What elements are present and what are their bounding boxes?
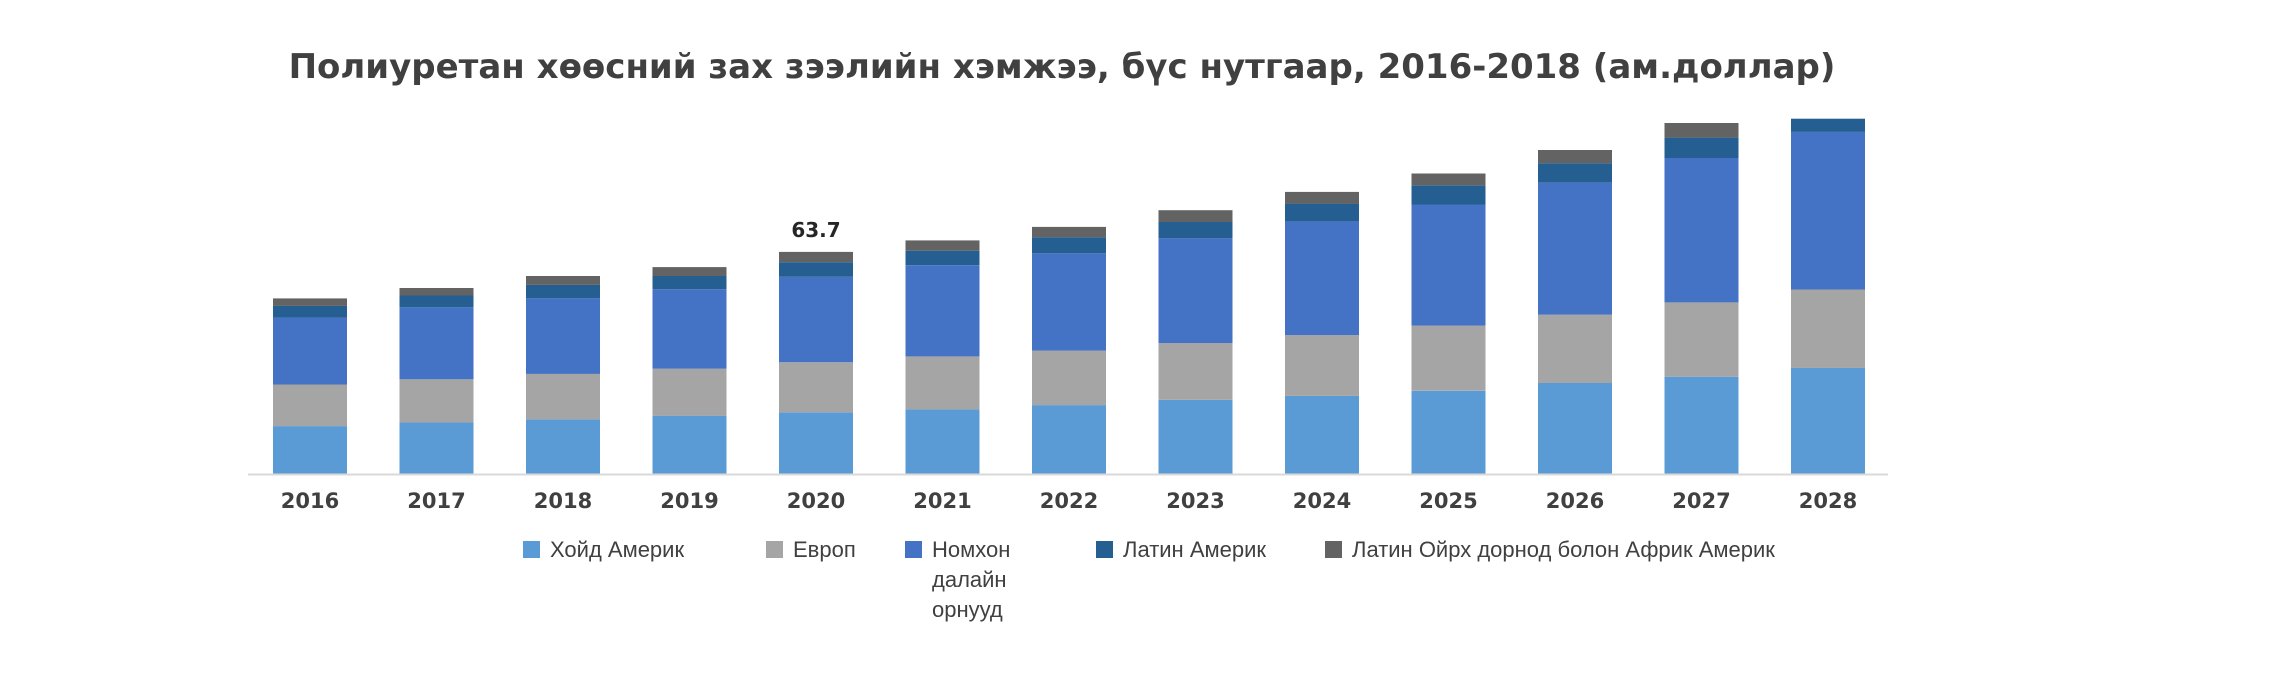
bar-segment-2022-series-3	[1032, 253, 1106, 351]
bar-segment-2020-series-1	[779, 412, 853, 474]
bar-segment-2024-series-5	[1285, 191, 1359, 204]
bar-segment-2019-series-3	[652, 289, 727, 369]
legend-label-2: Европ	[793, 537, 856, 562]
bar-segment-2021-series-4	[905, 250, 980, 266]
bar-segment-2028-series-3	[1791, 131, 1865, 290]
bar-segment-2025-series-1	[1411, 390, 1486, 474]
bar-segment-2019-series-2	[652, 368, 727, 416]
bar-segment-2026-series-4	[1538, 163, 1612, 183]
bar-segment-2017-series-5	[399, 288, 474, 296]
chart-title: Полиуретан хөөсний зах зээлийн хэмжээ, б…	[289, 47, 1836, 87]
bar-segment-2023-series-1	[1158, 400, 1233, 474]
x-tick-label-2017: 2017	[407, 489, 465, 513]
legend-label-3: Номхон далайн орнууд	[932, 537, 1010, 622]
bar-segment-2017-series-4	[399, 295, 474, 308]
x-tick-label-2025: 2025	[1419, 489, 1477, 513]
bar-segment-2026-series-2	[1538, 314, 1612, 383]
bar-segment-2017-series-3	[399, 307, 474, 380]
x-tick-label-2028: 2028	[1799, 489, 1857, 513]
legend: Хойд Америк Европ Номхон далайн орнууд Латин …	[523, 537, 1775, 622]
bar-segment-2016-series-1	[273, 426, 347, 474]
bar-segment-2028-series-4	[1791, 118, 1865, 132]
x-tick-labels: 2016 2017 2018 2019 2020 2021 2022 2023 2024 2025…	[281, 489, 1857, 513]
bar-segment-2020-series-4	[779, 262, 853, 277]
bar-segment-2022-series-2	[1032, 350, 1106, 406]
bar-segment-2018-series-1	[526, 419, 600, 474]
x-tick-label-2027: 2027	[1672, 489, 1730, 513]
legend-label-4: Латин Америк	[1123, 537, 1266, 562]
bar-segment-2019-series-5	[652, 267, 727, 276]
bar-segment-2027-series-5	[1664, 123, 1739, 138]
bar-segment-2021-series-3	[905, 265, 980, 357]
bar-segment-2018-series-5	[526, 276, 600, 285]
legend-swatch-2	[766, 541, 783, 558]
bar-segment-2021-series-1	[905, 409, 980, 474]
x-tick-label-2026: 2026	[1546, 489, 1604, 513]
bar-segment-2026-series-5	[1538, 150, 1612, 164]
x-tick-label-2023: 2023	[1166, 489, 1224, 513]
bar-segment-2027-series-1	[1664, 376, 1739, 474]
bar-segment-2028-series-1	[1791, 367, 1865, 474]
bar-segment-2020-series-3	[779, 276, 853, 363]
bar-segment-2018-series-2	[526, 373, 600, 420]
bar-segment-2024-series-3	[1285, 221, 1359, 336]
bar-segment-2022-series-1	[1032, 405, 1106, 474]
x-tick-label-2018: 2018	[534, 489, 592, 513]
bar-segment-2025-series-5	[1411, 173, 1486, 186]
x-tick-label-2021: 2021	[913, 489, 971, 513]
bar-segment-2017-series-2	[399, 379, 474, 423]
legend-swatch-5	[1325, 541, 1342, 558]
bar-segment-2028-series-2	[1791, 289, 1865, 368]
bar-segment-2023-series-4	[1158, 222, 1233, 239]
bar-segment-2021-series-2	[905, 356, 980, 410]
bar-segment-2027-series-2	[1664, 302, 1739, 377]
bar-segment-2018-series-4	[526, 284, 600, 299]
bar-segment-2021-series-5	[905, 240, 980, 251]
bar-segment-2024-series-2	[1285, 335, 1359, 396]
bar-segment-2017-series-1	[399, 422, 474, 474]
data-label-2020: 63.7	[791, 218, 840, 242]
bar-segment-2016-series-5	[273, 298, 347, 306]
bar-segment-2016-series-3	[273, 317, 347, 385]
x-tick-label-2019: 2019	[660, 489, 718, 513]
bar-segment-2020-series-2	[779, 362, 853, 413]
bar-segment-2018-series-3	[526, 298, 600, 374]
x-tick-label-2016: 2016	[281, 489, 339, 513]
legend-label-1: Хойд Америк	[550, 537, 684, 562]
bar-segment-2024-series-1	[1285, 395, 1359, 474]
bar-segment-2022-series-4	[1032, 237, 1106, 254]
data-labels: 63.7	[791, 218, 840, 242]
bar-segment-2026-series-3	[1538, 182, 1612, 315]
x-tick-label-2020: 2020	[787, 489, 845, 513]
bar-segment-2026-series-1	[1538, 383, 1612, 474]
bar-segment-2027-series-4	[1664, 137, 1739, 158]
legend-swatch-1	[523, 541, 540, 558]
bar-segment-2016-series-2	[273, 384, 347, 427]
bar-segment-2019-series-4	[652, 276, 727, 290]
bar-segment-2020-series-5	[779, 251, 853, 263]
x-tick-label-2024: 2024	[1293, 489, 1351, 513]
bar-segment-2025-series-2	[1411, 325, 1486, 391]
x-tick-label-2022: 2022	[1040, 489, 1098, 513]
bars-group	[273, 118, 1865, 474]
bar-segment-2022-series-5	[1032, 226, 1106, 238]
bar-segment-2023-series-5	[1158, 210, 1233, 222]
legend-swatch-4	[1096, 541, 1113, 558]
bar-segment-2023-series-2	[1158, 343, 1233, 400]
bar-segment-2016-series-4	[273, 305, 347, 318]
bar-segment-2024-series-4	[1285, 203, 1359, 222]
bar-segment-2025-series-3	[1411, 204, 1486, 326]
bar-segment-2019-series-1	[652, 415, 727, 474]
bar-segment-2027-series-3	[1664, 158, 1739, 303]
legend-swatch-3	[905, 541, 922, 558]
legend-label-5: Латин Ойрх дорнод болон Африк Америк	[1352, 537, 1775, 562]
bar-segment-2025-series-4	[1411, 185, 1486, 205]
bar-segment-2023-series-3	[1158, 238, 1233, 344]
